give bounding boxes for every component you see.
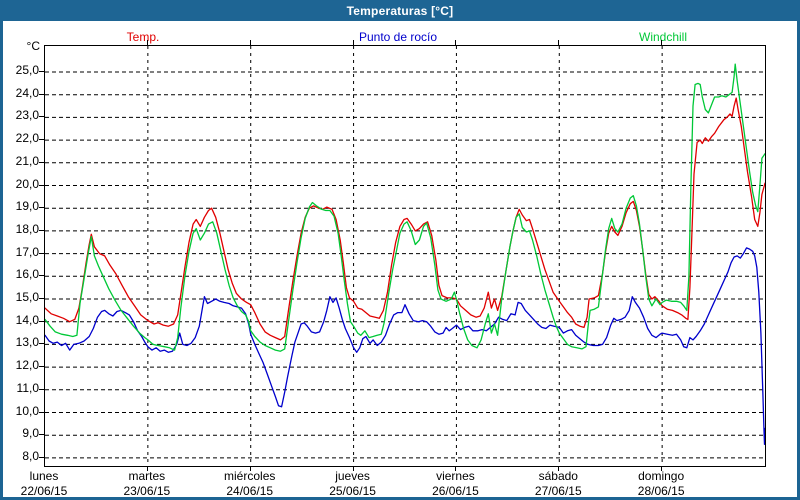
y-axis-tick-label: 25,0 — [15, 63, 39, 77]
x-axis-tick-bottom — [249, 466, 251, 471]
y-axis-tick — [39, 343, 44, 345]
y-axis-tick-label: 24,0 — [15, 85, 39, 100]
x-axis-date-label: 24/06/15 — [226, 484, 274, 498]
y-axis-unit-label: °C — [26, 39, 40, 53]
x-axis-tick-top — [661, 40, 663, 45]
y-axis-tick-label: 20,0 — [15, 176, 39, 191]
legend-item-dewpoint: Punto de rocío — [358, 30, 438, 44]
y-axis-tick — [39, 93, 44, 95]
y-axis-tick — [39, 116, 44, 118]
x-axis-tick-bottom — [558, 466, 560, 471]
title-bar: Temperaturas [°C] — [0, 0, 800, 21]
legend-item-temp: Temp. — [126, 30, 160, 44]
y-axis-tick-label: 11,0 — [16, 380, 39, 395]
y-axis-tick — [39, 298, 44, 299]
x-axis-day-label: miércoles — [224, 469, 276, 483]
x-axis-tick-bottom — [352, 466, 354, 471]
y-axis-tick-label: 18,0 — [15, 221, 39, 236]
y-axis-tick — [39, 252, 44, 254]
y-axis-tick — [39, 320, 44, 322]
x-axis-date-label: 25/06/15 — [329, 484, 376, 498]
x-axis-tick-bottom — [661, 466, 663, 471]
x-axis-date-label: 26/06/15 — [432, 484, 479, 498]
x-axis-date-label: 28/06/15 — [637, 484, 685, 498]
x-axis-tick-top — [146, 40, 148, 45]
y-axis-tick-label: 13,0 — [15, 335, 39, 350]
x-axis-tick-top — [249, 40, 251, 45]
window-title: Temperaturas [°C] — [346, 3, 454, 18]
y-axis-tick — [39, 207, 44, 209]
y-axis-tick — [39, 229, 44, 231]
y-axis-tick-label: 8,0 — [22, 448, 39, 463]
y-axis-tick — [39, 139, 44, 141]
x-axis-day-label: martes — [128, 469, 166, 483]
y-axis-tick-label: 12,0 — [15, 358, 39, 373]
legend-item-windchill: Windchill — [638, 30, 688, 44]
y-axis-tick — [39, 388, 44, 390]
x-axis-day-label: domingo — [638, 469, 685, 483]
y-axis-tick — [39, 71, 44, 72]
y-axis-tick-label: 23,0 — [15, 108, 39, 123]
x-axis-tick-top — [455, 40, 457, 45]
x-axis-date-label: 22/06/15 — [20, 484, 68, 498]
y-axis-tick-label: 21,0 — [15, 153, 39, 168]
x-axis-tick-bottom — [146, 466, 148, 471]
y-axis-tick — [39, 411, 44, 413]
x-axis-day-label: jueves — [335, 469, 370, 483]
temperature-line-chart — [45, 46, 765, 466]
y-axis-tick-label: 10,0 — [15, 403, 39, 418]
x-axis-day-label: sábado — [538, 469, 578, 483]
y-axis-tick-label: 16,0 — [15, 267, 39, 282]
y-axis-tick-label: 19,0 — [15, 199, 39, 214]
y-axis-tick-label: 15,0 — [15, 290, 39, 304]
series-line-temp- — [45, 97, 765, 341]
series-line-windchill — [45, 63, 765, 352]
y-axis-tick-label: 14,0 — [15, 312, 39, 327]
x-axis-tick-bottom — [455, 466, 457, 471]
y-axis-tick — [39, 184, 44, 186]
x-axis-tick-top — [558, 40, 560, 45]
y-axis-tick — [39, 456, 44, 458]
y-axis-tick — [39, 366, 44, 368]
x-axis-date-label: 23/06/15 — [123, 484, 171, 498]
y-axis-tick-label: 17,0 — [15, 244, 39, 259]
x-axis-tick-top — [352, 40, 354, 45]
x-axis-day-label: lunes — [29, 469, 59, 483]
plot-area — [44, 45, 766, 467]
y-axis-tick — [39, 161, 44, 163]
series-line-punto-de-roc-o — [45, 247, 765, 445]
y-axis-tick — [39, 275, 44, 277]
x-axis-date-label: 27/06/15 — [534, 484, 582, 498]
x-axis-day-label: viernes — [436, 469, 475, 483]
y-axis-tick — [39, 434, 44, 436]
y-axis-tick-label: 22,0 — [15, 131, 39, 146]
y-axis-tick-label: 9,0 — [22, 426, 39, 441]
